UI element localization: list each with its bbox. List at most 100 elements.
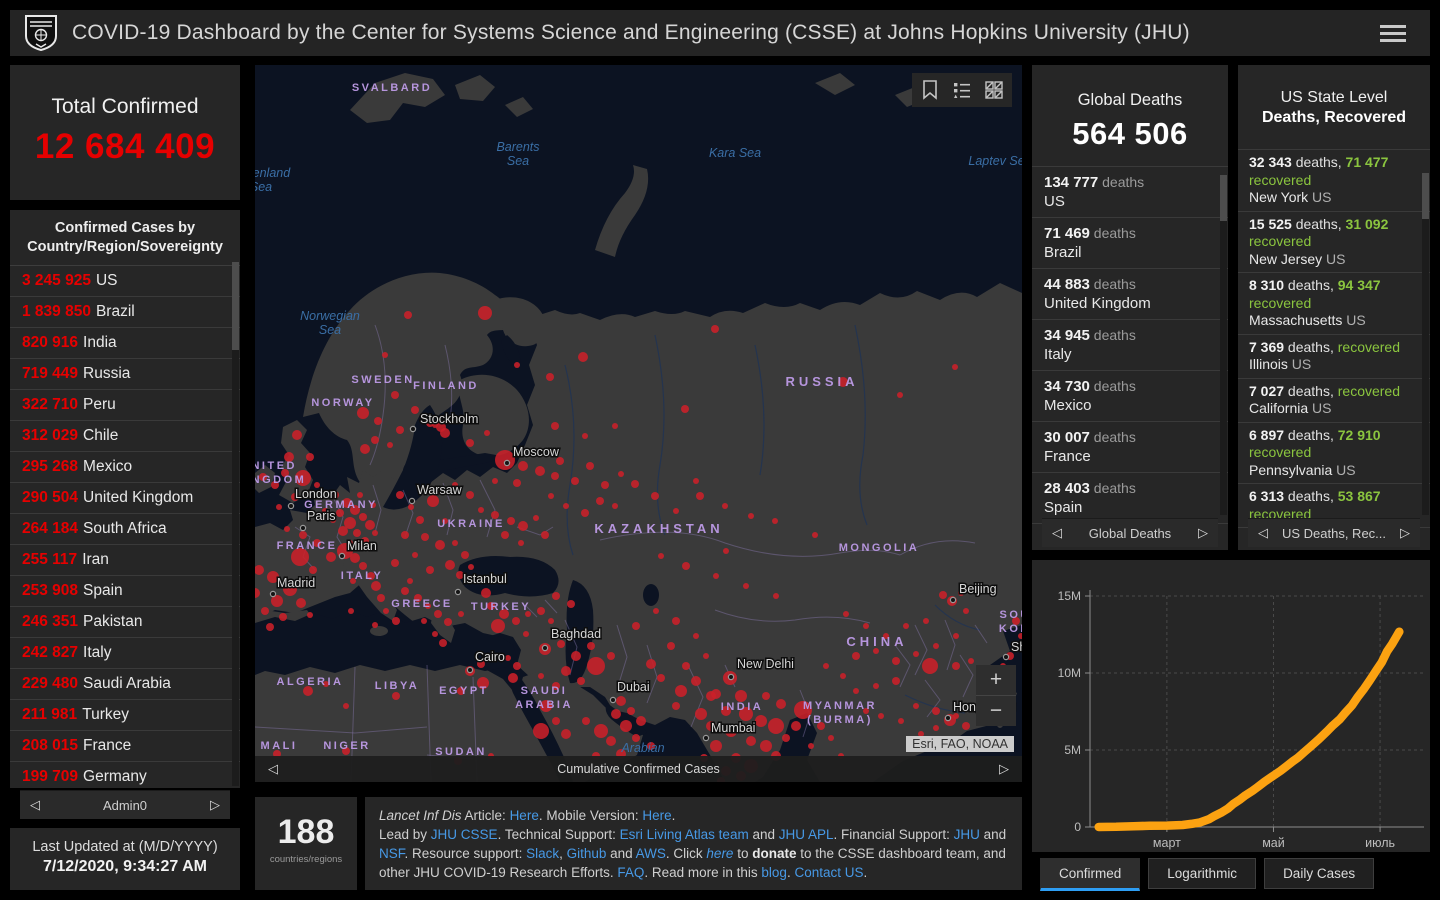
case-bubble[interactable] bbox=[735, 690, 747, 702]
country-row[interactable]: 246 351 Pakistan bbox=[10, 607, 240, 638]
case-bubble[interactable] bbox=[791, 721, 801, 731]
case-bubble[interactable] bbox=[933, 643, 939, 649]
case-bubble[interactable] bbox=[571, 651, 581, 661]
case-bubble[interactable] bbox=[620, 720, 632, 732]
case-bubble[interactable] bbox=[359, 562, 367, 570]
case-bubble[interactable] bbox=[372, 622, 378, 628]
case-bubble[interactable] bbox=[722, 503, 728, 509]
case-bubble[interactable] bbox=[748, 513, 754, 519]
zoom-in-button[interactable]: + bbox=[976, 665, 1016, 696]
case-bubble[interactable] bbox=[808, 743, 814, 749]
case-bubble[interactable] bbox=[478, 507, 484, 513]
case-bubble[interactable] bbox=[401, 587, 409, 595]
case-bubble[interactable] bbox=[372, 530, 378, 536]
case-bubble[interactable] bbox=[632, 734, 640, 742]
case-bubble[interactable] bbox=[421, 533, 429, 541]
case-bubble[interactable] bbox=[284, 452, 294, 462]
pager-next-icon[interactable]: ▷ bbox=[1198, 525, 1208, 540]
country-row[interactable]: 820 916 India bbox=[10, 328, 240, 359]
case-bubble[interactable] bbox=[426, 419, 434, 427]
case-bubble[interactable] bbox=[682, 662, 690, 670]
case-bubble[interactable] bbox=[657, 674, 665, 682]
pager-prev-icon[interactable]: ◁ bbox=[1052, 525, 1062, 540]
case-bubble[interactable] bbox=[434, 610, 442, 618]
case-bubble[interactable] bbox=[468, 564, 474, 570]
case-bubble[interactable] bbox=[693, 478, 699, 484]
case-bubble[interactable] bbox=[873, 648, 879, 654]
case-bubble[interactable] bbox=[309, 566, 317, 574]
info-link[interactable]: Here bbox=[509, 808, 539, 823]
case-bubble[interactable] bbox=[391, 559, 399, 567]
case-bubble[interactable] bbox=[582, 717, 590, 725]
case-bubble[interactable] bbox=[491, 619, 505, 633]
case-bubble[interactable] bbox=[646, 659, 656, 669]
country-row[interactable]: 312 029 Chile bbox=[10, 421, 240, 452]
case-bubble[interactable] bbox=[561, 666, 571, 676]
case-bubble[interactable] bbox=[616, 696, 626, 706]
case-bubble[interactable] bbox=[552, 682, 560, 690]
case-bubble[interactable] bbox=[336, 509, 344, 517]
case-bubble[interactable] bbox=[611, 709, 621, 719]
case-bubble[interactable] bbox=[883, 633, 889, 639]
global-death-row[interactable]: 44 883 deaths United Kingdom bbox=[1032, 269, 1228, 320]
country-list-scroll-thumb[interactable] bbox=[232, 262, 239, 350]
case-bubble[interactable] bbox=[596, 497, 604, 505]
case-bubble[interactable] bbox=[283, 582, 297, 596]
case-bubble[interactable] bbox=[401, 531, 409, 539]
case-bubble[interactable] bbox=[594, 724, 608, 738]
case-bubble[interactable] bbox=[279, 613, 287, 621]
case-bubble[interactable] bbox=[404, 311, 412, 319]
caption-next-icon[interactable]: ▷ bbox=[999, 761, 1009, 776]
case-bubble[interactable] bbox=[425, 603, 431, 609]
case-bubble[interactable] bbox=[374, 417, 382, 425]
case-bubble[interactable] bbox=[436, 422, 446, 432]
case-bubble[interactable] bbox=[456, 571, 464, 579]
case-bubble[interactable] bbox=[295, 470, 311, 486]
case-bubble[interactable] bbox=[968, 658, 974, 664]
legend-list-icon[interactable] bbox=[946, 75, 978, 105]
case-bubble[interactable] bbox=[427, 495, 439, 507]
case-bubble[interactable] bbox=[913, 651, 919, 657]
case-bubble[interactable] bbox=[873, 683, 879, 689]
case-bubble[interactable] bbox=[612, 423, 618, 429]
tab-logarithmic[interactable]: Logarithmic bbox=[1148, 858, 1257, 889]
global-deaths-scrollbar[interactable] bbox=[1220, 175, 1227, 515]
case-bubble[interactable] bbox=[357, 492, 363, 498]
case-bubble[interactable] bbox=[365, 520, 375, 530]
case-bubble[interactable] bbox=[392, 617, 400, 625]
case-bubble[interactable] bbox=[587, 657, 605, 675]
case-bubble[interactable] bbox=[710, 740, 722, 752]
case-bubble[interactable] bbox=[782, 734, 790, 742]
case-bubble[interactable] bbox=[296, 598, 306, 608]
case-bubble[interactable] bbox=[897, 392, 903, 398]
info-link[interactable]: Github bbox=[566, 846, 607, 862]
country-row[interactable]: 229 480 Saudi Arabia bbox=[10, 669, 240, 700]
info-link[interactable]: blog bbox=[761, 865, 787, 881]
case-bubble[interactable] bbox=[356, 541, 364, 549]
case-bubble[interactable] bbox=[432, 631, 438, 637]
case-bubble[interactable] bbox=[892, 677, 900, 685]
case-bubble[interactable] bbox=[673, 508, 679, 514]
info-link[interactable]: Esri Living Atlas team bbox=[619, 827, 749, 843]
case-bubble[interactable] bbox=[706, 721, 716, 731]
case-bubble[interactable] bbox=[672, 702, 680, 710]
case-bubble[interactable] bbox=[391, 391, 399, 399]
case-bubble[interactable] bbox=[495, 450, 515, 470]
case-bubble[interactable] bbox=[513, 662, 521, 670]
case-bubble[interactable] bbox=[322, 508, 328, 514]
case-bubble[interactable] bbox=[962, 722, 970, 730]
us-state-row[interactable]: 7 027 deaths, recovered California US bbox=[1238, 379, 1430, 423]
case-bubble[interactable] bbox=[370, 502, 376, 508]
case-bubble[interactable] bbox=[435, 540, 445, 550]
case-bubble[interactable] bbox=[477, 660, 485, 668]
case-bubble[interactable] bbox=[892, 657, 900, 665]
us-state-row[interactable]: 32 343 deaths, 71 477 recovered New York … bbox=[1238, 150, 1430, 212]
case-bubble[interactable] bbox=[525, 611, 531, 617]
case-bubble[interactable] bbox=[513, 479, 521, 487]
case-bubble[interactable] bbox=[291, 493, 299, 501]
case-bubble[interactable] bbox=[407, 578, 413, 584]
case-bubble[interactable] bbox=[723, 548, 729, 554]
case-bubble[interactable] bbox=[612, 503, 618, 509]
case-bubble[interactable] bbox=[581, 509, 589, 517]
global-death-row[interactable]: 28 403 deaths Spain bbox=[1032, 473, 1228, 524]
